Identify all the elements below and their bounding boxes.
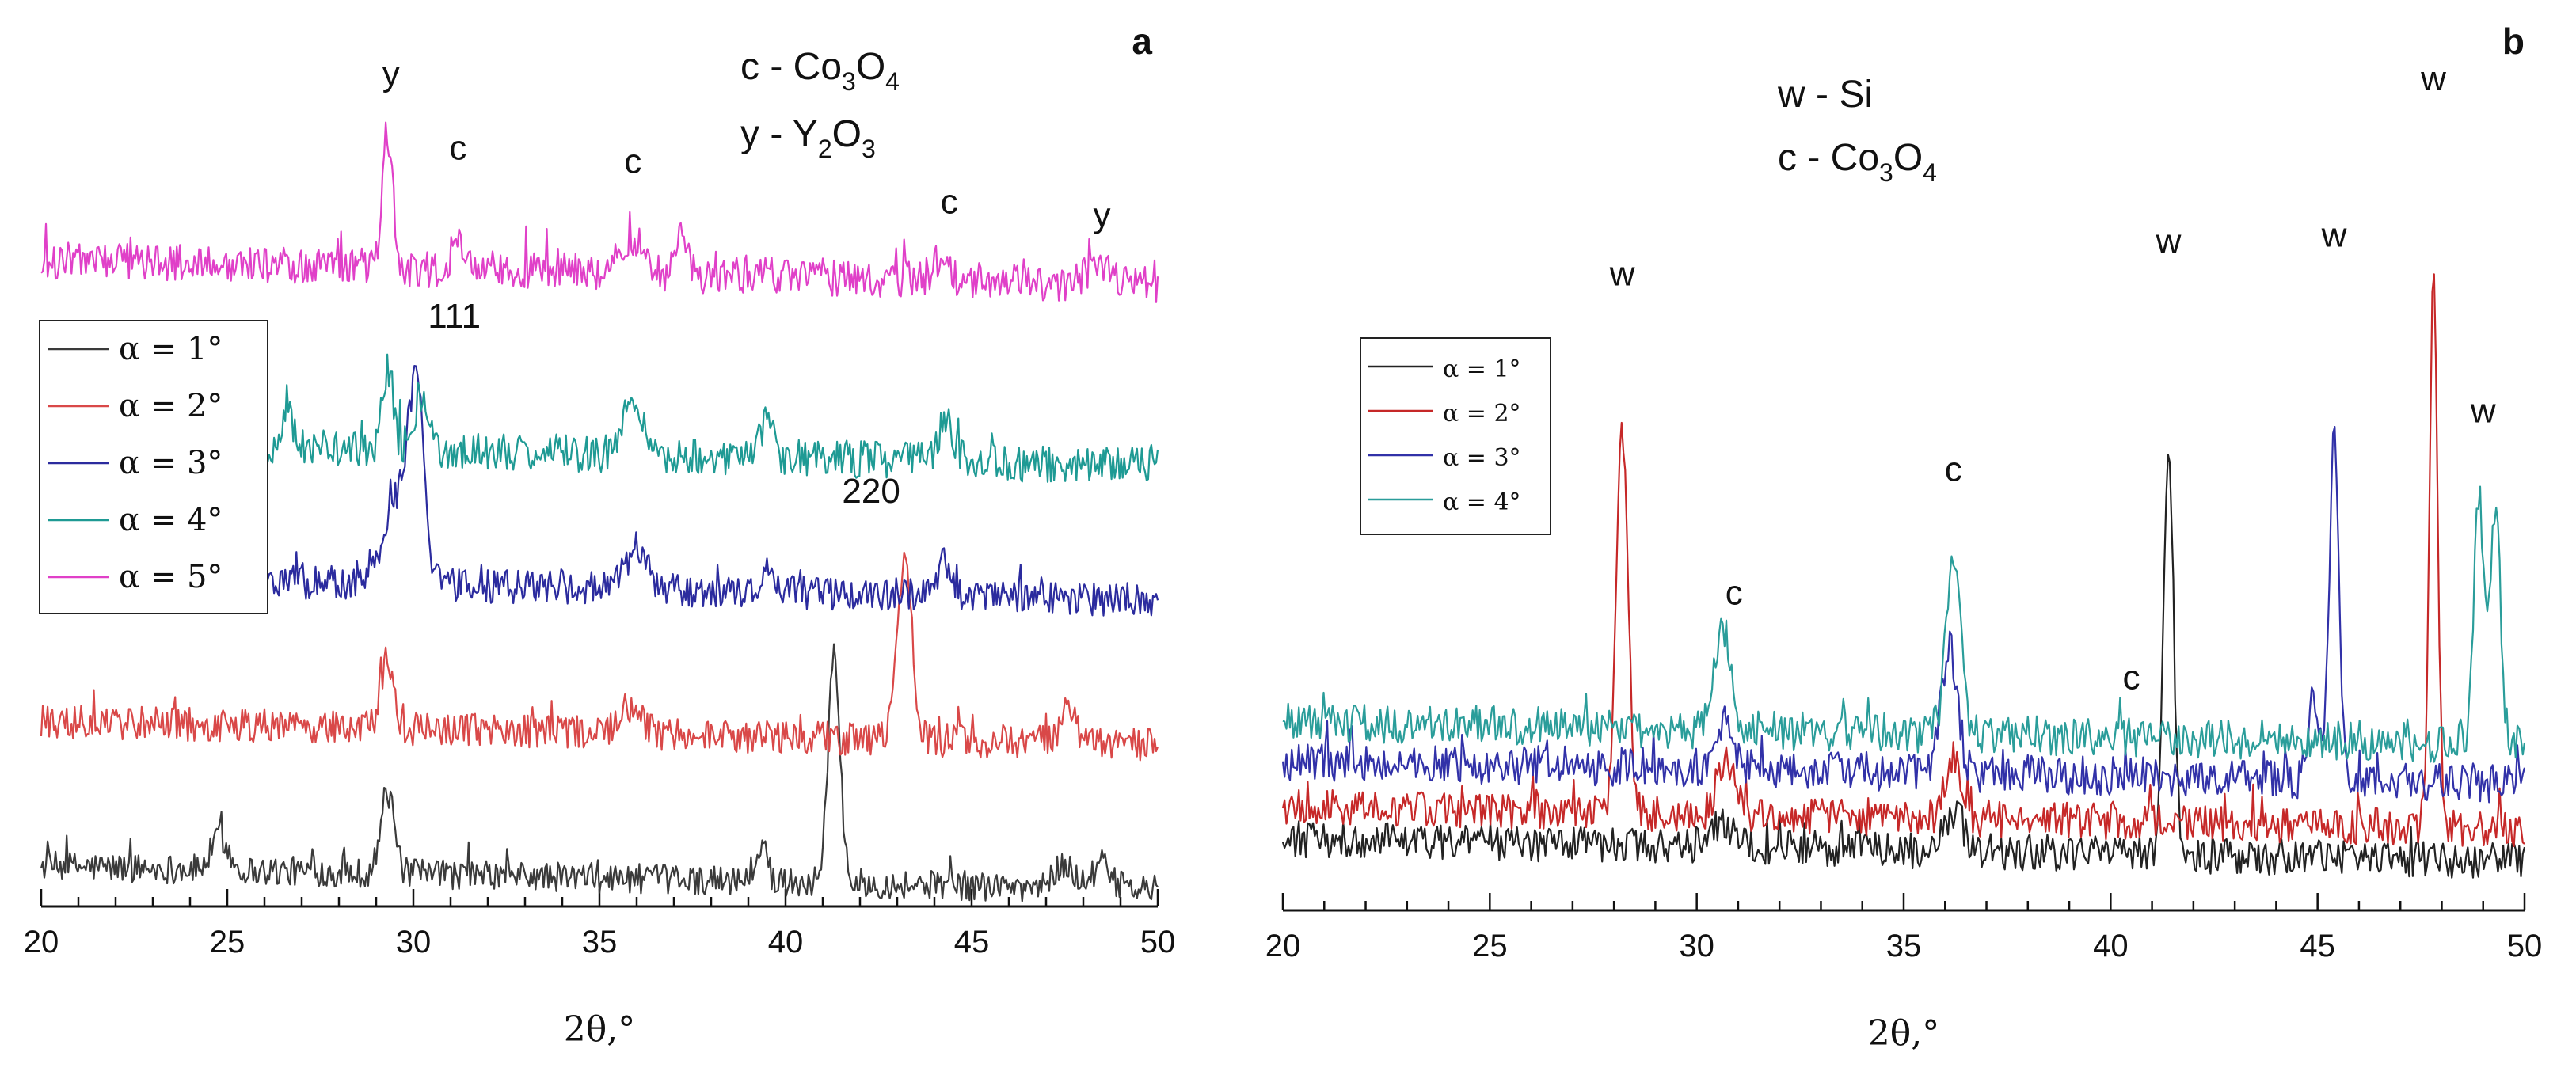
- x-tick-label: 40: [2093, 929, 2129, 963]
- legend-label: α = 3°: [119, 445, 223, 481]
- x-tick-label: 35: [582, 925, 618, 960]
- peak-phase-label: w: [1609, 255, 1635, 294]
- peak-phase-label: c: [2122, 658, 2140, 697]
- phase-key-entry: c - Co3O4: [1778, 137, 1937, 187]
- peak-phase-label: w: [2420, 59, 2446, 98]
- x-tick-label: 20: [1265, 929, 1301, 963]
- element-symbol: O: [856, 46, 885, 88]
- legend: α = 1° α = 2° α = 3° α = 4°: [1360, 337, 1551, 535]
- x-tick-label: 25: [210, 925, 245, 960]
- series-line-alpha-2: [1281, 273, 2525, 848]
- series-line-alpha-2: [40, 551, 1159, 762]
- series-line-alpha-4: [1282, 485, 2526, 763]
- x-tick-label: 35: [1886, 929, 1922, 963]
- legend-label: α = 4°: [1443, 488, 1521, 516]
- element-symbol: O: [832, 113, 862, 155]
- legend-box: [1360, 337, 1551, 535]
- peak-phase-label: c: [941, 183, 958, 222]
- phase-symbol: c - Co: [1778, 137, 1879, 179]
- peak-phase-label: y: [1094, 196, 1111, 235]
- phase-symbol: c - Co: [740, 46, 842, 88]
- peak-phase-label: c: [1945, 450, 1962, 488]
- phase-key-entry: y - Y2O3: [740, 113, 876, 163]
- x-tick-label: 45: [2300, 929, 2335, 963]
- phase-symbol: y - Y: [740, 113, 818, 155]
- subscript: 3: [862, 135, 876, 163]
- legend-label: α = 4°: [119, 502, 223, 538]
- legend-label: α = 1°: [119, 331, 223, 367]
- panel-label: a: [1132, 21, 1152, 62]
- x-tick-label: 40: [768, 925, 804, 960]
- peak-phase-label: c: [624, 142, 641, 181]
- x-tick-label: 30: [1679, 929, 1714, 963]
- legend-label: α = 3°: [1443, 444, 1521, 472]
- miller-index-label: 111: [428, 297, 481, 336]
- element-symbol: O: [1893, 137, 1923, 179]
- series-line-alpha-5: [40, 121, 1159, 303]
- x-axis-title: 2θ,°: [564, 1009, 635, 1050]
- peak-phase-label: w: [2156, 222, 2182, 261]
- subscript: 2: [818, 135, 832, 163]
- series-line-alpha-1: [40, 643, 1159, 902]
- legend-label: α = 5°: [119, 559, 223, 595]
- x-tick-label: 25: [1472, 929, 1508, 963]
- x-tick-label: 30: [396, 925, 432, 960]
- peak-phase-label: c: [449, 129, 466, 168]
- miller-index-label: 220: [842, 472, 900, 511]
- subscript: 3: [1879, 158, 1893, 187]
- series-line-alpha-1: [1281, 453, 2526, 879]
- x-tick-label: 50: [2507, 929, 2543, 963]
- x-tick-label: 50: [1140, 925, 1176, 960]
- peak-phase-label: y: [382, 55, 400, 93]
- legend: α = 1° α = 2° α = 3° α = 4° α = 5°: [39, 320, 268, 614]
- phase-symbol: w - Si: [1777, 74, 1873, 116]
- x-tick-label: 45: [954, 925, 990, 960]
- legend-label: α = 1°: [1443, 355, 1521, 383]
- legend-label: α = 2°: [1443, 400, 1521, 428]
- legend-label: α = 2°: [119, 388, 223, 424]
- panel-label: b: [2502, 21, 2525, 62]
- panel-b-chart: 20 25 30 35 40 45 50 2θ,° b w - Si c - Co3O4 w c c c w w…: [1265, 21, 2543, 1054]
- phase-key-entry: w - Si: [1777, 74, 1873, 116]
- subscript: 4: [885, 67, 900, 96]
- peak-phase-label: c: [1726, 574, 1743, 613]
- subscript: 3: [842, 67, 856, 96]
- x-axis-title: 2θ,°: [1868, 1013, 1939, 1054]
- peak-phase-label: w: [2321, 215, 2347, 254]
- x-tick-label: 20: [24, 925, 59, 960]
- phase-key-entry: c - Co3O4: [740, 46, 900, 96]
- legend-box: [39, 320, 268, 614]
- subscript: 4: [1923, 158, 1937, 187]
- series-line-alpha-3: [1281, 425, 2526, 804]
- peak-phase-label: w: [2470, 391, 2496, 430]
